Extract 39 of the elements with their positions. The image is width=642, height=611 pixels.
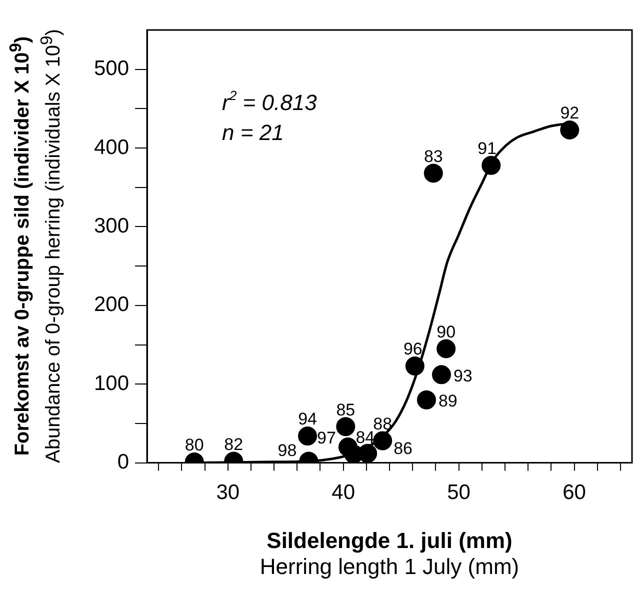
annotation: 93 [453, 366, 472, 386]
annotation: 86 [394, 439, 412, 458]
annotation: 91 [478, 139, 497, 158]
point [298, 426, 318, 446]
x-tick-label: 40 [332, 481, 356, 504]
annotation: 83 [424, 146, 443, 166]
y-tick-label: 300 [94, 214, 130, 238]
point [424, 164, 443, 183]
x-axis-title: Sildelengde 1. juli (mm) Herring length 1 July (mm) [258, 528, 520, 580]
annotation: 82 [224, 434, 244, 454]
annotation: 90 [436, 322, 456, 342]
y-tick-label: 100 [94, 372, 130, 395]
y-tick-label: 0 [117, 450, 130, 474]
point [436, 339, 456, 358]
y-tick-label: 200 [94, 293, 130, 316]
point [416, 390, 436, 410]
point [432, 365, 451, 384]
point [482, 156, 501, 175]
annotation: 88 [373, 414, 392, 434]
point [358, 444, 378, 463]
x-tick-label: 50 [447, 481, 470, 504]
annotation: n = 21 [222, 120, 284, 145]
point [560, 120, 580, 140]
annotation: 94 [298, 410, 317, 429]
annotation: 80 [184, 436, 204, 455]
y-tick-label: 500 [94, 57, 130, 80]
annotation: 84 [356, 428, 375, 447]
point [373, 431, 392, 450]
point [336, 417, 356, 436]
y-tick-label: 400 [94, 136, 130, 159]
point [405, 356, 424, 376]
x-tick-label: 30 [216, 481, 240, 504]
annotation: 96 [403, 340, 422, 359]
x-tick-label: 60 [562, 481, 586, 504]
annotation: 92 [560, 104, 580, 123]
annotation: 97 [317, 428, 336, 448]
annotation: 98 [278, 440, 297, 460]
annotation: 89 [438, 392, 458, 411]
annotation: 85 [336, 400, 356, 420]
